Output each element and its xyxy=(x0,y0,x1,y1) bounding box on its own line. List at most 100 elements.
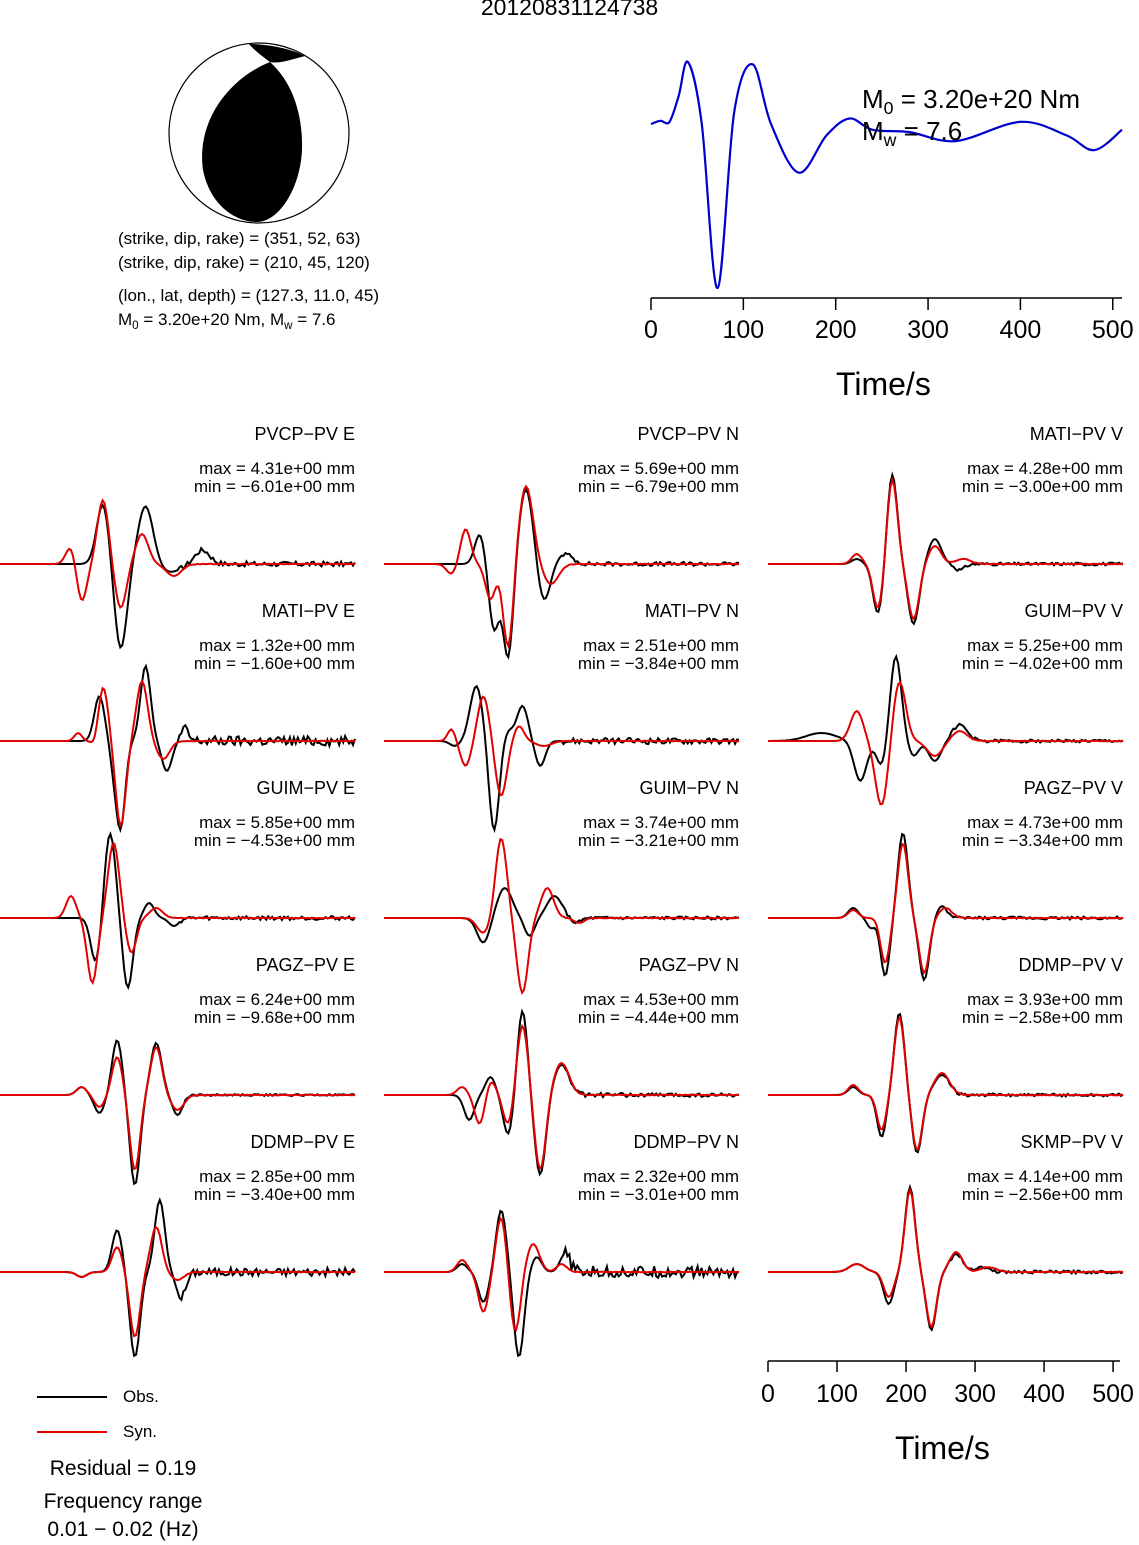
stf-x-tick-label: 300 xyxy=(907,316,949,344)
stf-x-tick-label: 0 xyxy=(644,316,658,344)
trace-max-label: max = 5.25e+00 mm xyxy=(967,636,1123,655)
obs-trace xyxy=(768,1183,1124,1332)
syn-trace xyxy=(0,842,356,985)
trace-min-label: min = −4.02e+00 mm xyxy=(961,654,1123,673)
obs-trace xyxy=(0,1039,356,1186)
trace-station-label: MATI−PV N xyxy=(644,601,739,621)
syn-trace xyxy=(768,680,1124,806)
syn-trace xyxy=(768,1016,1123,1151)
bottom-x-tick-label: 0 xyxy=(761,1380,775,1408)
trace-min-label: min = −3.84e+00 mm xyxy=(577,654,739,673)
syn-trace xyxy=(384,695,739,797)
stf-x-tick-label: 400 xyxy=(999,316,1042,344)
trace-max-label: max = 2.85e+00 mm xyxy=(199,1167,355,1186)
trace-max-label: max = 5.69e+00 mm xyxy=(583,459,739,478)
stf-x-tick-label: 500 xyxy=(1091,316,1134,344)
trace-station-label: GUIM−PV V xyxy=(1024,601,1123,621)
trace-min-label: min = −4.44e+00 mm xyxy=(577,1008,739,1027)
frequency-title: Frequency range xyxy=(43,1490,203,1513)
moment-info: M0 = 3.20e+20 Nm, Mw = 7.6 xyxy=(118,310,336,333)
trace-max-label: max = 6.24e+00 mm xyxy=(199,990,355,1009)
trace-min-label: min = −6.79e+00 mm xyxy=(577,477,739,496)
bottom-x-tick-label: 100 xyxy=(816,1380,858,1408)
syn-trace xyxy=(384,1023,740,1172)
trace-max-label: max = 1.32e+00 mm xyxy=(199,636,355,655)
stf-series-line xyxy=(650,60,1123,290)
trace-max-label: max = 4.73e+00 mm xyxy=(967,813,1123,832)
bottom-x-tick-label: 500 xyxy=(1092,1380,1134,1408)
frequency-value: 0.01 − 0.02 (Hz) xyxy=(47,1518,199,1541)
trace-min-label: min = −3.34e+00 mm xyxy=(961,831,1123,850)
obs-trace xyxy=(384,1209,740,1358)
bottom-x-tick-label: 200 xyxy=(885,1380,927,1408)
stf-x-axis-label: Time/s xyxy=(836,366,931,402)
trace-max-label: max = 3.74e+00 mm xyxy=(583,813,739,832)
stf-mw-label: Mw = 7.6 xyxy=(862,116,963,151)
trace-max-label: max = 5.85e+00 mm xyxy=(199,813,355,832)
trace-max-label: max = 4.53e+00 mm xyxy=(583,990,739,1009)
syn-trace xyxy=(384,484,740,650)
stf-x-tick-label: 200 xyxy=(814,316,857,344)
obs-trace xyxy=(384,488,740,660)
syn-trace xyxy=(768,476,1124,621)
syn-trace xyxy=(768,842,1124,975)
figure-title: 20120831124738 xyxy=(480,0,659,20)
trace-min-label: min = −2.58e+00 mm xyxy=(961,1008,1123,1027)
trace-station-label: DDMP−PV E xyxy=(250,1132,355,1152)
obs-trace xyxy=(0,1197,356,1358)
trace-max-label: max = 4.31e+00 mm xyxy=(199,459,355,478)
trace-min-label: min = −9.68e+00 mm xyxy=(193,1008,355,1027)
trace-station-label: PVCP−PV N xyxy=(637,424,739,444)
trace-min-label: min = −3.21e+00 mm xyxy=(577,831,739,850)
trace-station-label: PVCP−PV E xyxy=(254,424,355,444)
obs-trace xyxy=(768,653,1124,783)
trace-station-label: DDMP−PV N xyxy=(633,1132,739,1152)
waveform-panels xyxy=(0,471,1124,1358)
bottom-time-axis xyxy=(767,1360,1120,1372)
stf-chart xyxy=(650,60,1123,310)
trace-station-label: GUIM−PV N xyxy=(639,778,739,798)
hypocenter-info: (lon., lat, depth) = (127.3, 11.0, 45) xyxy=(118,286,379,305)
trace-min-label: min = −3.01e+00 mm xyxy=(577,1185,739,1204)
syn-trace xyxy=(768,1186,1124,1329)
obs-trace xyxy=(0,503,356,650)
beachball-compressional-quadrant xyxy=(202,62,303,222)
trace-station-label: PAGZ−PV V xyxy=(1023,778,1123,798)
trace-min-label: min = −3.00e+00 mm xyxy=(961,477,1123,496)
syn-trace xyxy=(0,1225,356,1338)
legend-syn-label: Syn. xyxy=(123,1422,158,1441)
trace-max-label: max = 4.14e+00 mm xyxy=(967,1167,1123,1186)
bottom-x-tick-label: 300 xyxy=(954,1380,996,1408)
trace-station-label: SKMP−PV V xyxy=(1020,1132,1123,1152)
trace-min-label: min = −6.01e+00 mm xyxy=(193,477,355,496)
trace-min-label: min = −3.40e+00 mm xyxy=(193,1185,355,1204)
bottom-x-axis-label: Time/s xyxy=(895,1430,990,1466)
obs-trace xyxy=(384,684,740,834)
syn-trace xyxy=(384,1216,740,1332)
nodal-plane-1: (strike, dip, rake) = (351, 52, 63) xyxy=(118,229,361,248)
trace-max-label: max = 2.32e+00 mm xyxy=(583,1167,739,1186)
bottom-x-tick-label: 400 xyxy=(1023,1380,1065,1408)
legend-obs-label: Obs. xyxy=(123,1387,159,1406)
trace-min-label: min = −1.60e+00 mm xyxy=(193,654,355,673)
obs-trace xyxy=(0,663,356,834)
nodal-plane-2: (strike, dip, rake) = (210, 45, 120) xyxy=(118,253,370,272)
syn-trace xyxy=(384,837,740,995)
trace-station-label: MATI−PV V xyxy=(1029,424,1123,444)
trace-min-label: min = −4.53e+00 mm xyxy=(193,831,355,850)
trace-station-label: GUIM−PV E xyxy=(256,778,355,798)
trace-min-label: min = −2.56e+00 mm xyxy=(961,1185,1123,1204)
trace-station-label: MATI−PV E xyxy=(261,601,355,621)
stf-m0-label: M0 = 3.20e+20 Nm xyxy=(862,84,1080,119)
beachball-compressional-cap xyxy=(249,44,305,63)
legend xyxy=(37,1396,107,1433)
trace-station-label: PAGZ−PV N xyxy=(638,955,739,975)
syn-trace xyxy=(0,498,356,609)
syn-trace xyxy=(0,1045,355,1171)
trace-max-label: max = 4.28e+00 mm xyxy=(967,459,1123,478)
stf-x-tick-label: 100 xyxy=(722,316,765,344)
syn-trace xyxy=(0,678,356,829)
trace-max-label: max = 3.93e+00 mm xyxy=(967,990,1123,1009)
trace-max-label: max = 2.51e+00 mm xyxy=(583,636,739,655)
